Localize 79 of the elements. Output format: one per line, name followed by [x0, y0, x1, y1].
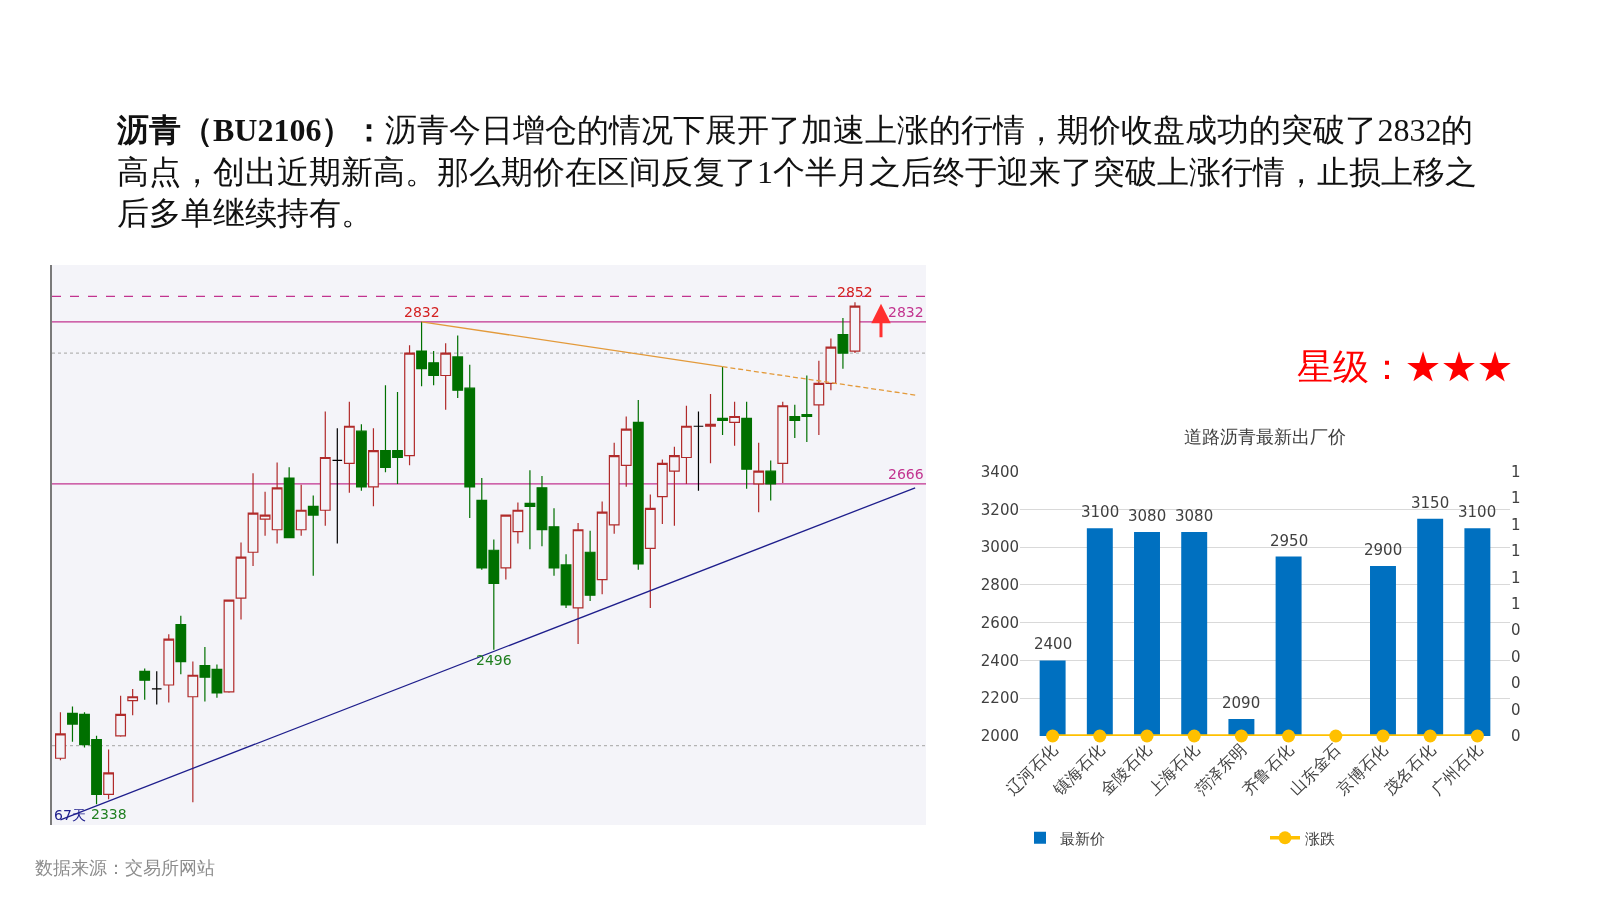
candlestick: [765, 459, 777, 502]
candlestick: [632, 399, 644, 571]
data-label: 3100: [1458, 503, 1497, 521]
candlestick: [151, 670, 163, 706]
candlestick: [404, 344, 415, 466]
y-tick-label: 2000: [980, 727, 1019, 746]
data-label: 2400: [1034, 635, 1073, 653]
y-tick-label: 3400: [980, 462, 1019, 481]
chart-title: 道路沥青最新出厂价: [1184, 427, 1346, 447]
candlestick: [103, 748, 114, 800]
y2-tick-label: 1: [1511, 595, 1521, 613]
candlestick: [368, 427, 379, 507]
legend-label: 涨跌: [1305, 830, 1335, 847]
candlestick: [729, 401, 740, 447]
candlestick: [572, 522, 584, 645]
source-note: 数据来源：交易所网站: [35, 858, 215, 878]
candlestick: [223, 599, 235, 694]
data-label: 2090: [1222, 694, 1261, 712]
data-label: 2900: [1364, 541, 1403, 559]
candlestick: [283, 466, 295, 539]
y-tick-label: 2800: [980, 576, 1019, 595]
annotation: 2496: [476, 652, 512, 668]
candlestick: [741, 401, 753, 490]
y2-tick-label: 0: [1511, 674, 1521, 693]
y2-tick-label: 1: [1511, 515, 1521, 534]
y2-tick-label: 0: [1511, 647, 1521, 666]
candlestick: [139, 667, 151, 701]
candlestick: [127, 688, 139, 716]
y2-tick-label: 1: [1511, 489, 1521, 508]
candlestick: [440, 342, 452, 411]
data-label: 3080: [1175, 507, 1214, 525]
ref-line-label: 2666: [888, 466, 924, 482]
y-tick-label: 2200: [980, 689, 1019, 708]
candlestick: [163, 633, 175, 704]
y2-tick-label: 1: [1511, 568, 1521, 587]
candlestick: [307, 494, 319, 577]
candlestick: [717, 366, 728, 436]
candlestick: [548, 507, 560, 577]
candlestick: [524, 469, 536, 550]
candlestick: [777, 401, 789, 484]
y2-tick-label: 0: [1511, 621, 1521, 640]
candlestick: [331, 427, 343, 545]
annotation: 2338: [91, 806, 127, 822]
candlestick: [560, 553, 572, 609]
candlestick: [837, 317, 849, 370]
candlestick: [235, 541, 247, 621]
y-tick-label: 3200: [980, 500, 1019, 519]
data-label: 3100: [1081, 503, 1120, 521]
data-label: 3080: [1128, 507, 1167, 525]
candlestick: [295, 484, 307, 537]
annotation: 2852: [837, 284, 873, 300]
candlestick: [693, 411, 704, 492]
candlestick: [536, 475, 548, 547]
y2-tick-label: 1: [1511, 462, 1521, 481]
annotation: 2832: [404, 304, 440, 320]
y2-tick-label: 1: [1511, 542, 1521, 561]
candlestick: [753, 442, 765, 513]
candlestick: [644, 494, 656, 609]
candlestick: [705, 393, 716, 464]
candlestick: [115, 695, 127, 738]
candlestick: [355, 423, 367, 492]
legend-label: 最新价: [1060, 830, 1105, 847]
ref-line-label: 2832: [888, 304, 924, 320]
text: 星级：★★★: [1297, 347, 1513, 387]
candlestick: [187, 660, 199, 803]
y-tick-label: 3000: [980, 538, 1019, 557]
candlestick: [319, 411, 331, 527]
y2-tick-label: 0: [1511, 700, 1521, 719]
data-label: 3150: [1411, 494, 1450, 512]
y-tick-label: 2400: [980, 651, 1019, 670]
y-tick-label: 2600: [980, 613, 1019, 632]
candlestick: [849, 301, 861, 354]
candlestick: [175, 615, 187, 675]
candlestick: [584, 530, 596, 602]
candlestick: [343, 401, 355, 494]
text: 沥青（BU2106）：: [116, 112, 386, 148]
y2-tick-label: 0: [1511, 727, 1521, 746]
data-label: 2950: [1270, 532, 1309, 550]
candlestick: [55, 711, 66, 761]
